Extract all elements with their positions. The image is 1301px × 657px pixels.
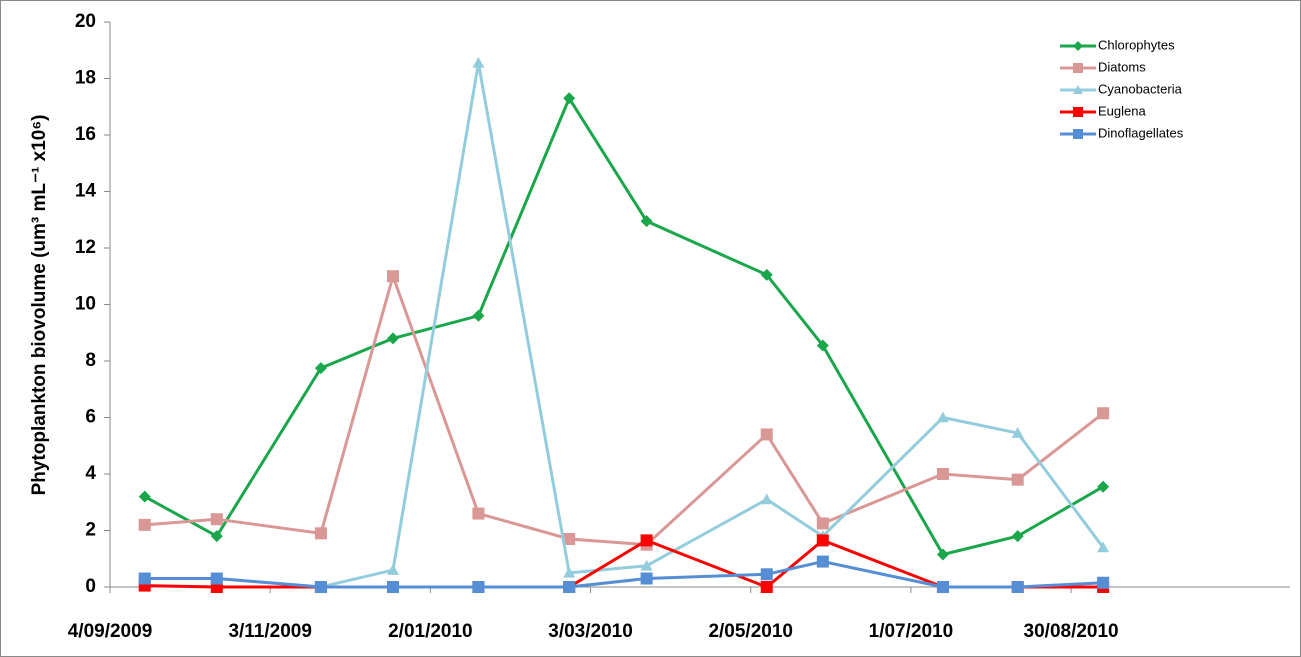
x-tick-label: 3/03/2010 <box>548 621 633 642</box>
x-tick-label: 30/08/2010 <box>1024 621 1119 642</box>
x-tick-label: 1/07/2010 <box>869 621 954 642</box>
marker <box>472 309 485 322</box>
y-tick-label: 8 <box>85 350 96 371</box>
marker <box>1073 85 1083 94</box>
y-tick-label: 2 <box>85 520 96 541</box>
marker <box>314 527 327 540</box>
marker <box>1097 541 1110 553</box>
marker <box>936 581 949 593</box>
y-tick-label: 14 <box>75 181 97 202</box>
marker <box>210 572 223 585</box>
legend-label: Cyanobacteria <box>1098 81 1183 96</box>
y-tick-label: 16 <box>75 124 96 145</box>
marker <box>760 568 773 581</box>
marker <box>386 581 399 593</box>
marker <box>640 215 653 228</box>
series-line <box>144 271 1105 547</box>
marker <box>816 517 829 530</box>
marker <box>563 532 576 545</box>
legend-item: Euglena <box>1060 103 1146 118</box>
marker <box>1073 63 1083 73</box>
marker <box>314 362 327 375</box>
legend-label: Diatoms <box>1098 59 1146 74</box>
marker <box>210 530 223 543</box>
marker <box>1097 480 1110 493</box>
marker <box>386 270 399 283</box>
marker <box>1097 407 1110 420</box>
marker <box>1011 473 1024 486</box>
marker <box>138 518 151 531</box>
legend-label: Euglena <box>1098 103 1146 118</box>
marker <box>563 566 576 578</box>
legend-item: Dinoflagellates <box>1060 125 1184 140</box>
marker <box>210 513 223 526</box>
marker <box>314 581 327 593</box>
marker <box>1073 41 1083 51</box>
marker <box>640 559 653 571</box>
marker <box>1011 427 1024 438</box>
marker <box>386 564 399 575</box>
marker <box>1011 530 1024 543</box>
legend-item: Cyanobacteria <box>1060 81 1183 96</box>
y-tick-label: 4 <box>85 463 96 484</box>
marker <box>1097 576 1110 589</box>
marker <box>760 268 773 281</box>
y-tick-label: 10 <box>75 294 96 315</box>
marker <box>138 490 151 503</box>
marker <box>1073 107 1083 117</box>
x-tick-label: 3/11/2009 <box>228 621 311 642</box>
y-axis-title: Phytoplankton biovolume (um³ mL⁻¹ x10⁶) <box>29 115 50 496</box>
marker <box>1011 581 1024 593</box>
marker <box>760 493 773 505</box>
marker <box>563 92 576 105</box>
marker <box>472 581 485 593</box>
legend-item: Diatoms <box>1060 59 1146 74</box>
marker <box>760 428 773 441</box>
marker <box>1073 129 1083 139</box>
series-line <box>144 560 1104 589</box>
x-tick-label: 4/09/2009 <box>68 621 153 642</box>
x-tick-label: 2/05/2010 <box>708 621 793 642</box>
marker <box>640 534 653 547</box>
legend-item: Chlorophytes <box>1060 37 1175 52</box>
y-tick-label: 6 <box>85 407 96 428</box>
series-line <box>143 95 1104 557</box>
marker <box>760 581 773 593</box>
marker <box>936 548 949 561</box>
marker <box>816 339 829 352</box>
y-tick-label: 0 <box>85 576 96 597</box>
marker <box>936 468 949 480</box>
marker <box>138 572 151 585</box>
marker <box>640 572 653 585</box>
marker <box>386 332 399 345</box>
marker <box>936 411 949 423</box>
y-tick-label: 12 <box>75 237 96 258</box>
y-tick-label: 20 <box>75 11 96 32</box>
marker <box>472 507 485 520</box>
legend-label: Dinoflagellates <box>1098 125 1184 140</box>
x-tick-label: 2/01/2010 <box>388 621 473 642</box>
legend-label: Chlorophytes <box>1098 37 1175 52</box>
y-tick-label: 18 <box>75 68 96 89</box>
marker <box>472 56 485 68</box>
marker <box>563 581 576 593</box>
marker <box>816 534 829 547</box>
marker <box>816 555 829 568</box>
